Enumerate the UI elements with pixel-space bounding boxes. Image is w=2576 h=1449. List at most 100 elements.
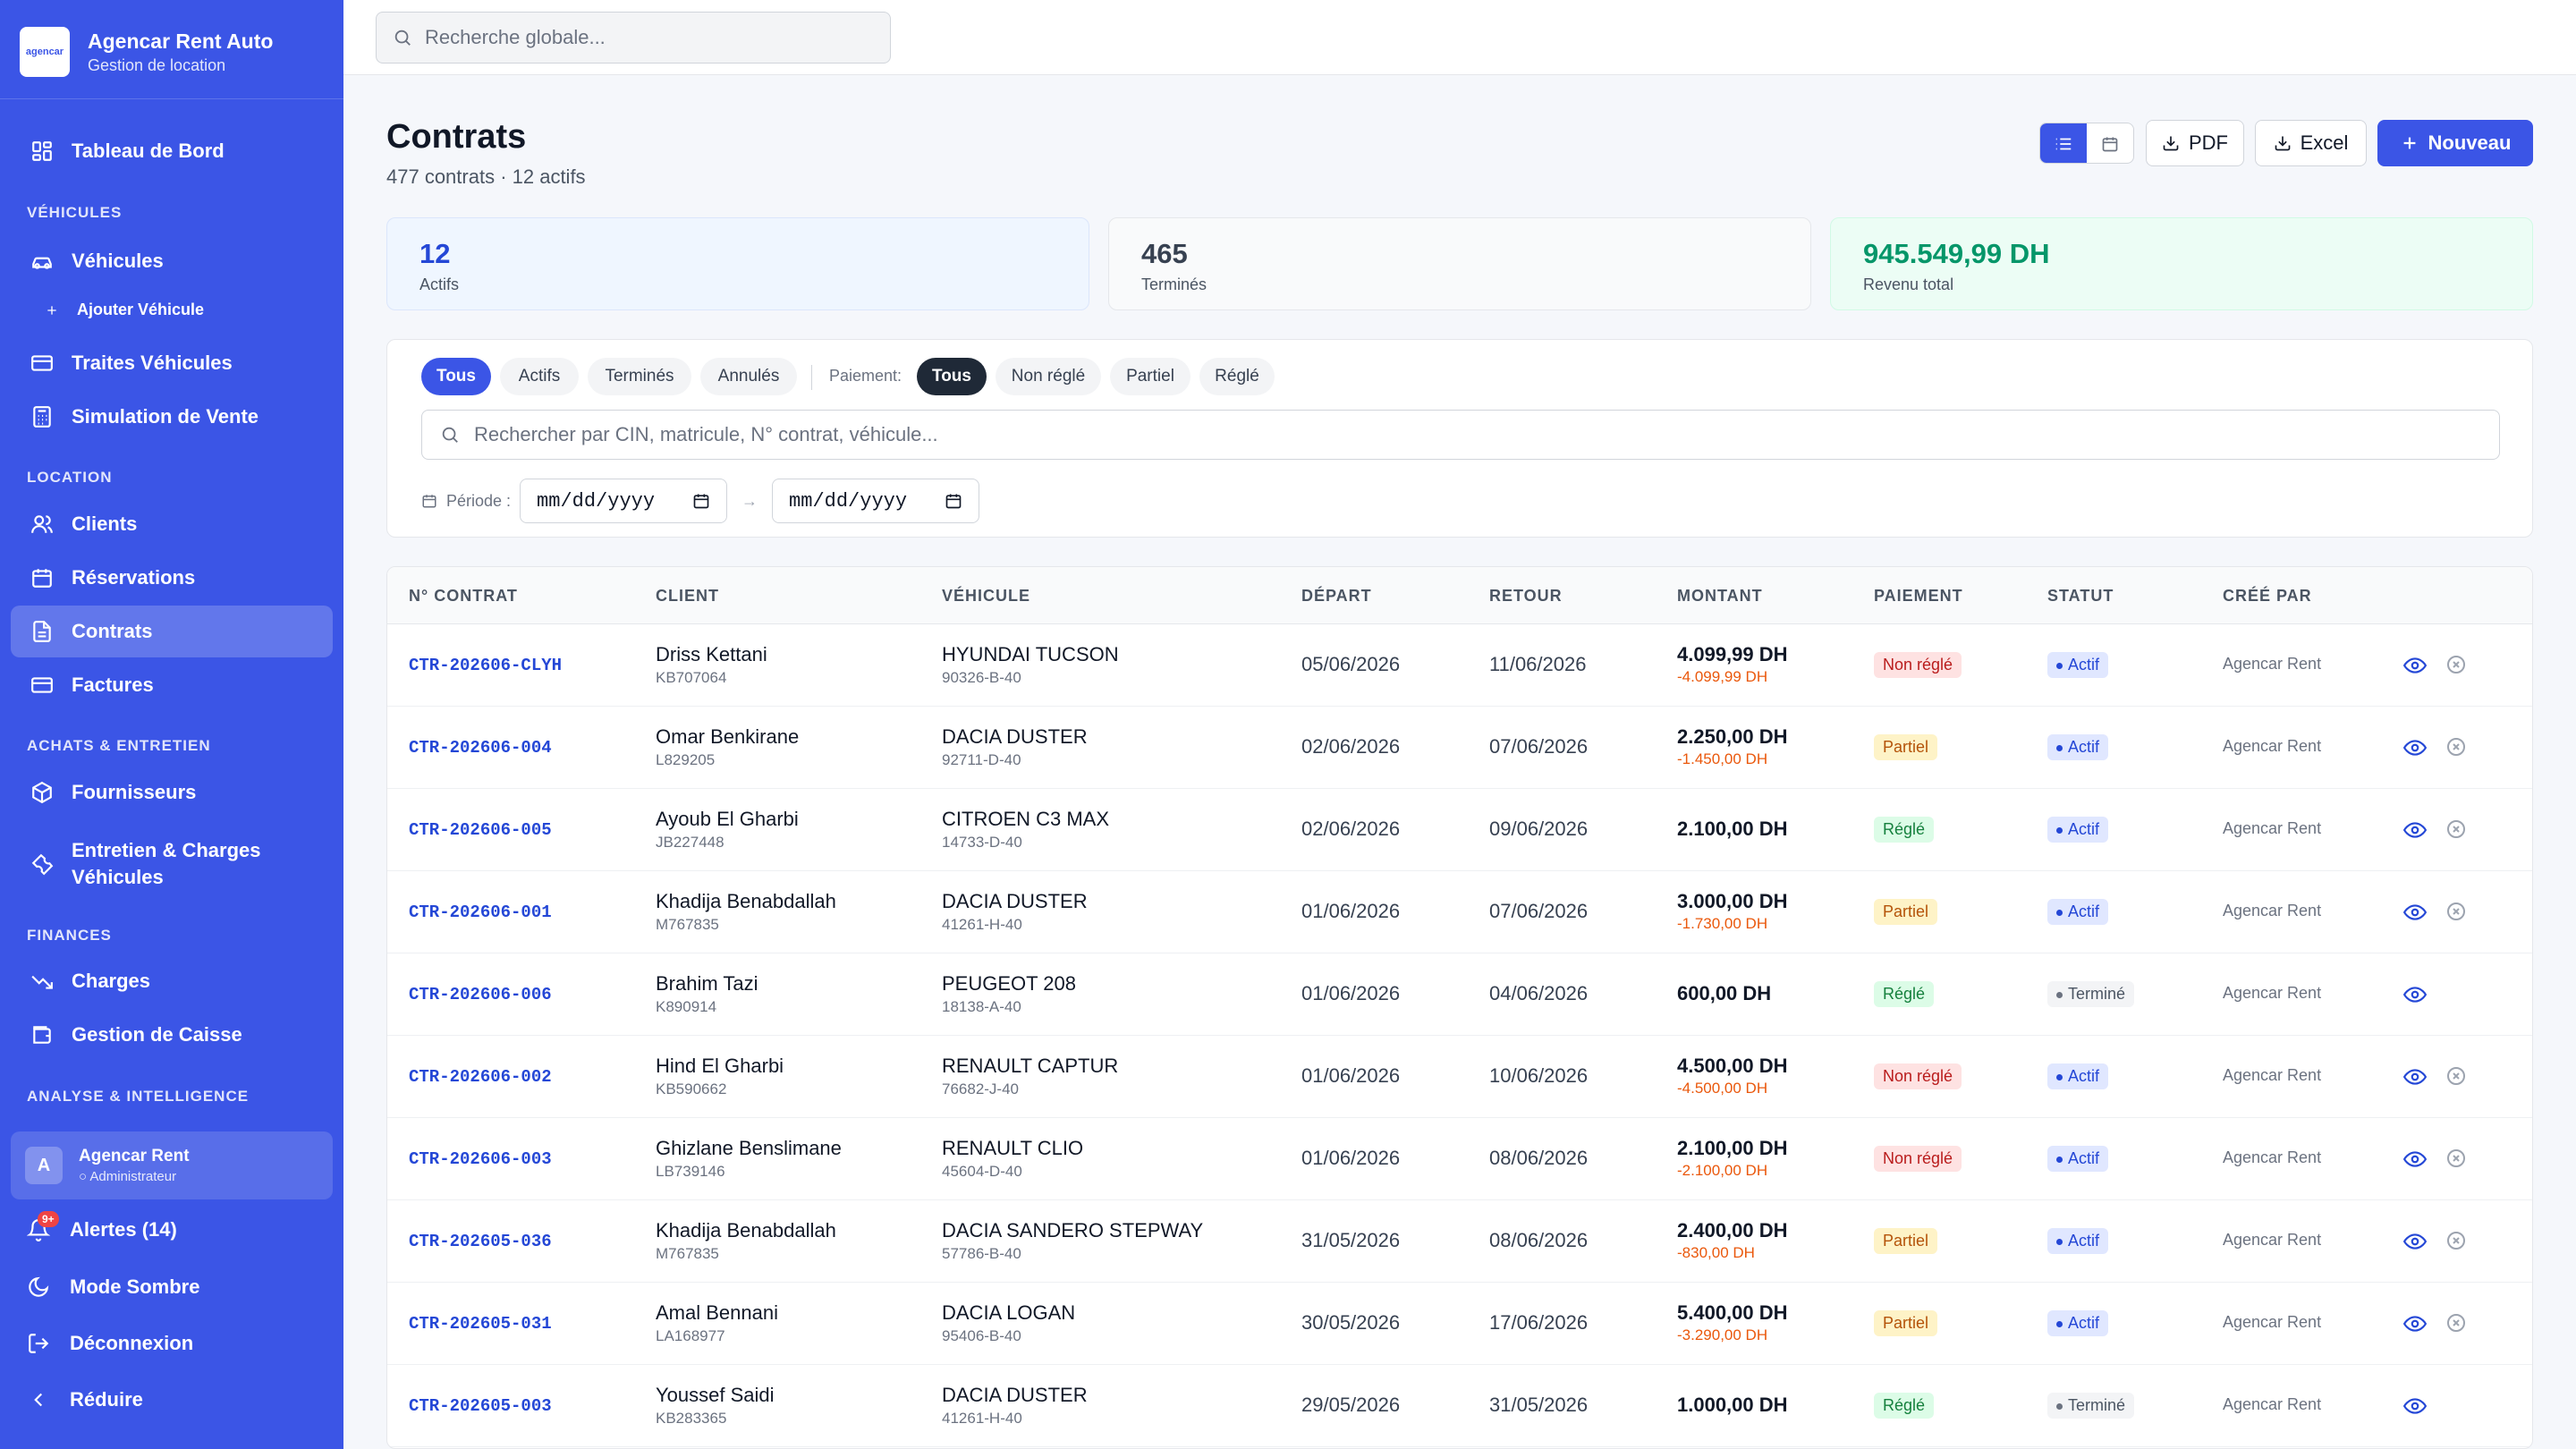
amount-cell: 3.000,00 DH -1.730,00 DH	[1677, 890, 1788, 933]
contract-search[interactable]	[421, 410, 2500, 460]
contract-number-link[interactable]: CTR-202605-003	[409, 1396, 552, 1416]
col-header-payment[interactable]: PAIEMENT	[1874, 587, 1963, 605]
eye-icon[interactable]	[2402, 654, 2428, 677]
cancel-circle-icon[interactable]	[2445, 1312, 2469, 1335]
date-to-input[interactable]: mm/dd/yyyy	[772, 479, 980, 523]
date-to-value: mm/dd/yyyy	[789, 489, 908, 513]
filter-payment-partiel[interactable]: Partiel	[1110, 358, 1191, 395]
cancel-circle-icon[interactable]	[2445, 818, 2469, 842]
vehicle-plate: 41261-H-40	[942, 1410, 1022, 1427]
export-pdf-button[interactable]: PDF	[2146, 120, 2244, 166]
contract-number-link[interactable]: CTR-202605-031	[409, 1314, 552, 1334]
avatar: A	[25, 1147, 63, 1184]
vehicle-model: DACIA SANDERO STEPWAY	[942, 1219, 1204, 1241]
table-row[interactable]: CTR-202606-006 Brahim Tazi K890914 PEUGEOT …	[387, 953, 2532, 1036]
eye-icon[interactable]	[2402, 1230, 2428, 1253]
status-text: Actif	[2068, 1314, 2100, 1332]
eye-icon[interactable]	[2402, 736, 2428, 759]
table-row[interactable]: CTR-202606-001 Khadija Benabdallah M767835…	[387, 871, 2532, 953]
global-search[interactable]	[376, 12, 891, 64]
export-excel-button[interactable]: Excel	[2255, 120, 2367, 166]
status-cell: Actif	[2047, 1146, 2109, 1172]
sidebar-item-charges[interactable]: Charges	[11, 955, 333, 1007]
filter-payment-regle[interactable]: Réglé	[1199, 358, 1275, 395]
eye-icon[interactable]	[2402, 1394, 2428, 1418]
collapse-button[interactable]: Réduire	[27, 1388, 143, 1411]
contract-search-input[interactable]	[474, 423, 2442, 446]
table-row[interactable]: CTR-202606-CLYH Driss Kettani KB707064 HYUN…	[387, 624, 2532, 707]
sidebar-item-caisse[interactable]: Gestion de Caisse	[11, 1009, 333, 1061]
table-row[interactable]: CTR-202605-036 Khadija Benabdallah M767835…	[387, 1200, 2532, 1283]
sidebar-item-simulation[interactable]: Simulation de Vente	[11, 391, 333, 443]
user-card[interactable]: A Agencar Rent ○ Administrateur	[11, 1131, 333, 1199]
contract-number-link[interactable]: CTR-202606-005	[409, 820, 552, 840]
return-date: 11/06/2026	[1489, 653, 1587, 675]
calendar-view-button[interactable]	[2087, 123, 2133, 163]
sidebar-item-fournisseurs[interactable]: Fournisseurs	[11, 767, 333, 818]
contract-number-link[interactable]: CTR-202606-002	[409, 1067, 552, 1087]
logout-button[interactable]: Déconnexion	[27, 1332, 193, 1355]
contract-number-link[interactable]: CTR-202606-CLYH	[409, 656, 563, 675]
global-search-input[interactable]	[425, 26, 854, 49]
eye-icon[interactable]	[2402, 1065, 2428, 1089]
eye-icon[interactable]	[2402, 1148, 2428, 1171]
sidebar-item-traites[interactable]: Traites Véhicules	[11, 337, 333, 389]
eye-icon[interactable]	[2402, 818, 2428, 842]
sidebar-item-add-vehicule[interactable]: Ajouter Véhicule	[45, 301, 204, 319]
sidebar-item-dashboard[interactable]: Tableau de Bord	[11, 125, 333, 177]
filter-status-tous[interactable]: Tous	[421, 358, 491, 395]
alerts-button[interactable]: 9+ Alertes (14)	[26, 1211, 177, 1241]
dark-mode-toggle[interactable]: Mode Sombre	[27, 1275, 199, 1299]
payment-badge: Partiel	[1874, 899, 1938, 925]
cancel-circle-icon[interactable]	[2445, 901, 2469, 924]
brand[interactable]: agencar Agencar Rent Auto Gestion de loc…	[20, 27, 273, 77]
cancel-circle-icon[interactable]	[2445, 736, 2469, 759]
list-view-button[interactable]	[2040, 123, 2087, 163]
eye-icon[interactable]	[2402, 901, 2428, 924]
col-header-creator[interactable]: CRÉÉ PAR	[2223, 587, 2312, 605]
contract-number-link[interactable]: CTR-202606-006	[409, 985, 552, 1004]
table-row[interactable]: CTR-202605-031 Amal Bennani LA168977 DACIA …	[387, 1283, 2532, 1365]
date-from-value: mm/dd/yyyy	[537, 489, 656, 513]
eye-icon[interactable]	[2402, 1312, 2428, 1335]
sidebar-item-label: Fournisseurs	[72, 781, 197, 803]
col-header-client[interactable]: CLIENT	[656, 587, 719, 605]
table-row[interactable]: CTR-202606-002 Hind El Gharbi KB590662 RENA…	[387, 1036, 2532, 1118]
filter-payment-non-regle[interactable]: Non réglé	[996, 358, 1101, 395]
sidebar-item-entretien[interactable]: Entretien & Charges Véhicules	[11, 832, 333, 896]
filter-status-actifs[interactable]: Actifs	[500, 358, 579, 395]
new-contract-button[interactable]: Nouveau	[2377, 120, 2533, 166]
sidebar-item-reservations[interactable]: Réservations	[11, 552, 333, 604]
col-header-vehicle[interactable]: VÉHICULE	[942, 587, 1031, 605]
cancel-circle-icon[interactable]	[2445, 1148, 2469, 1171]
amount-cell: 2.100,00 DH -2.100,00 DH	[1677, 1137, 1788, 1180]
sidebar-item-contrats[interactable]: Contrats	[11, 606, 333, 657]
table-row[interactable]: CTR-202606-005 Ayoub El Gharbi JB227448 CIT…	[387, 789, 2532, 871]
sidebar-item-vehicules[interactable]: Véhicules	[11, 235, 333, 287]
payment-cell: Partiel	[1874, 899, 1938, 925]
filter-status-annules[interactable]: Annulés	[700, 358, 797, 395]
col-header-retour[interactable]: RETOUR	[1489, 587, 1563, 605]
vehicle-model: RENAULT CLIO	[942, 1137, 1084, 1159]
col-header-amount[interactable]: MONTANT	[1677, 587, 1763, 605]
contract-number-link[interactable]: CTR-202606-001	[409, 902, 552, 922]
eye-icon[interactable]	[2402, 983, 2428, 1006]
col-header-status[interactable]: STATUT	[2047, 587, 2114, 605]
cancel-circle-icon[interactable]	[2445, 1065, 2469, 1089]
date-from-input[interactable]: mm/dd/yyyy	[520, 479, 728, 523]
contract-number-link[interactable]: CTR-202605-036	[409, 1232, 552, 1251]
sidebar-item-clients[interactable]: Clients	[11, 498, 333, 550]
col-header-contract[interactable]: N° CONTRAT	[409, 587, 518, 605]
cancel-circle-icon[interactable]	[2445, 654, 2469, 677]
filter-payment-tous[interactable]: Tous	[917, 358, 987, 395]
period-filter: Période : mm/dd/yyyy → mm/dd/yyyy	[421, 479, 980, 523]
filter-status-termines[interactable]: Terminés	[588, 358, 691, 395]
col-header-depart[interactable]: DÉPART	[1301, 587, 1372, 605]
table-row[interactable]: CTR-202606-004 Omar Benkirane L829205 DACIA…	[387, 707, 2532, 789]
cancel-circle-icon[interactable]	[2445, 1230, 2469, 1253]
table-row[interactable]: CTR-202605-003 Youssef Saidi KB283365 DACIA…	[387, 1365, 2532, 1447]
table-row[interactable]: CTR-202606-003 Ghizlane Benslimane LB73914…	[387, 1118, 2532, 1200]
contract-number-link[interactable]: CTR-202606-004	[409, 738, 552, 758]
sidebar-item-factures[interactable]: Factures	[11, 659, 333, 711]
contract-number-link[interactable]: CTR-202606-003	[409, 1149, 552, 1169]
